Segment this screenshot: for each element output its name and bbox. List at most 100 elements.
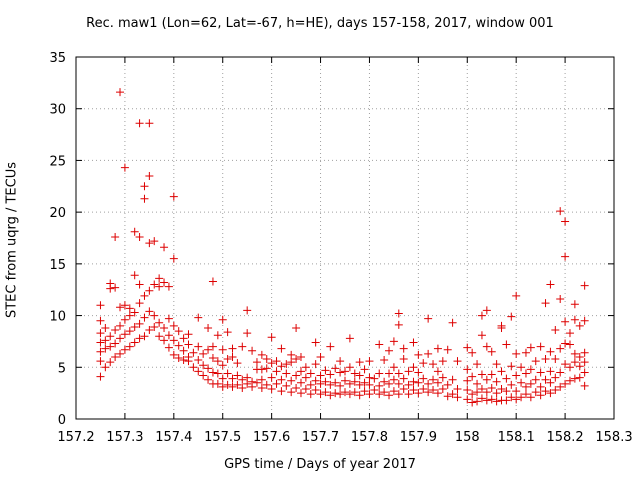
data-point	[213, 357, 222, 366]
data-point	[429, 375, 438, 384]
data-point	[345, 390, 354, 399]
data-point	[468, 390, 477, 399]
data-point	[296, 389, 305, 398]
data-point	[252, 378, 261, 387]
data-point	[135, 232, 144, 241]
data-point	[135, 280, 144, 289]
data-point	[326, 380, 335, 389]
data-point	[96, 347, 105, 356]
data-point	[477, 370, 486, 379]
data-point	[355, 391, 364, 400]
data-point	[331, 389, 340, 398]
data-point	[345, 379, 354, 388]
x-tick-label: 157.4	[155, 430, 192, 445]
data-point	[262, 364, 271, 373]
data-point	[492, 377, 501, 386]
data-point	[228, 344, 237, 353]
data-point	[380, 388, 389, 397]
data-point	[414, 368, 423, 377]
data-point	[565, 340, 574, 349]
data-point	[277, 387, 286, 396]
data-point	[228, 382, 237, 391]
data-point	[536, 342, 545, 351]
data-point	[570, 315, 579, 324]
data-point	[507, 393, 516, 402]
data-point	[116, 321, 125, 330]
data-point	[517, 363, 526, 372]
data-point	[150, 280, 159, 289]
data-point	[482, 396, 491, 405]
data-point	[531, 357, 540, 366]
data-point	[399, 355, 408, 364]
data-point	[355, 380, 364, 389]
data-point	[267, 385, 276, 394]
data-point	[101, 344, 110, 353]
data-point	[223, 369, 232, 378]
x-tick-label: 157.2	[57, 430, 94, 445]
data-point	[360, 378, 369, 387]
data-point	[565, 363, 574, 372]
data-point	[204, 323, 213, 332]
data-point	[551, 326, 560, 335]
grid-lines	[76, 57, 614, 419]
data-point	[380, 356, 389, 365]
data-point	[257, 383, 266, 392]
data-point	[111, 326, 120, 335]
data-point	[526, 393, 535, 402]
data-point	[262, 355, 271, 364]
x-tick-label: 158.2	[546, 430, 583, 445]
data-point	[512, 371, 521, 380]
data-point	[341, 376, 349, 385]
data-point	[336, 368, 345, 377]
data-point	[414, 389, 423, 398]
data-point	[536, 368, 545, 377]
data-point	[355, 371, 364, 380]
data-point	[140, 194, 149, 203]
data-point	[160, 278, 169, 287]
data-point	[424, 379, 433, 388]
data-point	[526, 365, 535, 374]
data-point	[174, 341, 183, 350]
data-point	[345, 334, 354, 343]
data-point	[429, 360, 438, 369]
data-point	[272, 379, 281, 388]
data-point	[164, 282, 173, 291]
data-point	[394, 379, 403, 388]
data-point	[580, 348, 589, 357]
data-point	[120, 330, 129, 339]
data-point	[223, 380, 232, 389]
data-point	[282, 360, 291, 369]
data-point	[96, 372, 105, 381]
data-point	[287, 388, 296, 397]
data-point	[120, 301, 129, 310]
data-point	[526, 343, 535, 352]
data-point	[204, 345, 213, 354]
data-point	[179, 334, 188, 343]
data-point	[556, 344, 565, 353]
data-point	[385, 391, 394, 400]
data-point	[301, 385, 310, 394]
data-point	[311, 360, 320, 369]
data-point	[521, 369, 530, 378]
y-tick-label: 30	[49, 103, 66, 118]
data-point	[463, 376, 472, 385]
data-point	[243, 329, 252, 338]
data-point	[296, 352, 305, 361]
data-point	[336, 381, 345, 390]
y-tick-label: 25	[49, 154, 66, 169]
data-point	[160, 323, 169, 332]
y-tick-label: 15	[49, 258, 66, 273]
data-point	[145, 119, 154, 128]
data-point	[267, 359, 276, 368]
data-point	[360, 387, 369, 396]
data-point	[463, 395, 472, 404]
data-point	[169, 350, 178, 359]
data-point	[429, 386, 438, 395]
data-point	[570, 358, 579, 367]
data-point	[194, 313, 203, 322]
y-tick-label: 0	[58, 413, 66, 428]
data-point	[150, 311, 159, 320]
data-point	[575, 373, 584, 382]
data-point	[228, 352, 237, 361]
data-point	[453, 385, 462, 394]
